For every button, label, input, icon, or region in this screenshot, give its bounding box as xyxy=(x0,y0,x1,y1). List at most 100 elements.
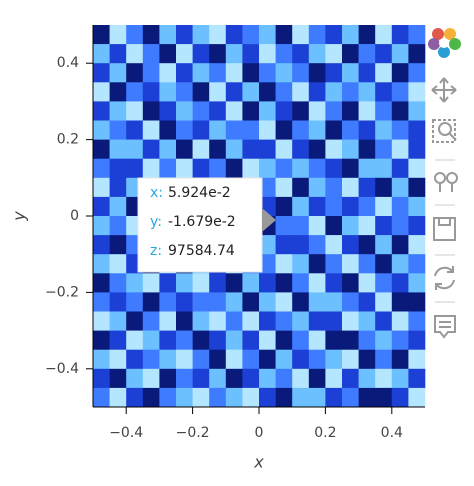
cell xyxy=(408,387,426,408)
cell xyxy=(325,25,343,45)
cell xyxy=(358,139,376,159)
cell xyxy=(325,216,343,236)
cell xyxy=(408,82,426,102)
cell xyxy=(109,273,127,293)
cell xyxy=(225,139,243,159)
cell xyxy=(109,44,127,64)
cell xyxy=(391,311,409,331)
cell xyxy=(142,311,160,331)
cell xyxy=(342,63,359,83)
cell xyxy=(192,44,210,64)
cell xyxy=(375,177,393,198)
cell xyxy=(375,63,393,83)
cell xyxy=(93,330,110,350)
cell xyxy=(176,368,193,389)
cell xyxy=(109,368,127,389)
hover-tool[interactable] xyxy=(434,315,456,339)
cell xyxy=(275,387,293,408)
cell xyxy=(159,292,177,312)
cell xyxy=(209,387,227,408)
cell xyxy=(275,368,293,389)
cell xyxy=(93,311,110,331)
cell xyxy=(358,311,376,331)
wheel-zoom-tool[interactable] xyxy=(434,172,458,192)
cell xyxy=(408,311,426,331)
cell xyxy=(325,177,343,198)
cell xyxy=(391,82,409,102)
cell xyxy=(375,82,393,102)
cell xyxy=(308,292,326,312)
cell xyxy=(408,254,426,274)
cell xyxy=(142,273,160,293)
y-tick-label: 0.4 xyxy=(57,55,79,71)
cell xyxy=(142,82,160,102)
cell xyxy=(126,330,144,350)
cell xyxy=(176,292,193,312)
cell xyxy=(109,311,127,331)
cell xyxy=(225,368,243,389)
reset-tool[interactable] xyxy=(434,266,455,290)
cell xyxy=(242,158,260,179)
cell xyxy=(192,368,210,389)
cell xyxy=(408,292,426,312)
cell xyxy=(259,254,276,274)
cell xyxy=(292,44,310,64)
cell xyxy=(126,120,144,140)
cell xyxy=(192,82,210,102)
cell xyxy=(142,330,160,350)
cell xyxy=(375,330,393,350)
x-tick-label: −0.2 xyxy=(176,425,210,441)
cell xyxy=(408,196,426,217)
cell xyxy=(342,349,359,370)
cell xyxy=(109,235,127,255)
cell xyxy=(408,330,426,350)
cell xyxy=(176,273,193,293)
cell xyxy=(342,330,359,350)
y-tick-label: 0 xyxy=(70,208,79,224)
cell xyxy=(126,292,144,312)
cell xyxy=(408,368,426,389)
cell xyxy=(93,387,110,408)
cell xyxy=(275,177,293,198)
cell xyxy=(358,216,376,236)
cell xyxy=(342,216,359,236)
cell xyxy=(126,387,144,408)
cell xyxy=(391,254,409,274)
tooltip-key: z: xyxy=(150,243,162,259)
cell xyxy=(159,273,177,293)
cell xyxy=(342,101,359,121)
cell xyxy=(259,330,276,350)
cell xyxy=(308,349,326,370)
cell xyxy=(209,63,227,83)
cell xyxy=(375,196,393,217)
cell xyxy=(225,311,243,331)
save-tool[interactable] xyxy=(433,217,456,241)
cell xyxy=(391,101,409,121)
cell xyxy=(126,158,144,179)
box-zoom-tool[interactable] xyxy=(432,119,457,143)
cell xyxy=(242,311,260,331)
cell xyxy=(325,349,343,370)
cell xyxy=(259,273,276,293)
cell xyxy=(342,387,359,408)
cell xyxy=(408,139,426,159)
cell xyxy=(375,387,393,408)
cell xyxy=(142,292,160,312)
cell xyxy=(109,139,127,159)
cell xyxy=(192,63,210,83)
cell xyxy=(242,44,260,64)
cell xyxy=(391,177,409,198)
cell xyxy=(142,63,160,83)
cell xyxy=(109,254,127,274)
pan-tool[interactable] xyxy=(431,77,457,103)
cell xyxy=(225,101,243,121)
cell xyxy=(325,235,343,255)
cell xyxy=(209,158,227,179)
cell xyxy=(159,63,177,83)
cell xyxy=(142,44,160,64)
cell xyxy=(209,101,227,121)
cell xyxy=(259,82,276,102)
cell xyxy=(159,101,177,121)
cell xyxy=(275,254,293,274)
cell xyxy=(292,330,310,350)
